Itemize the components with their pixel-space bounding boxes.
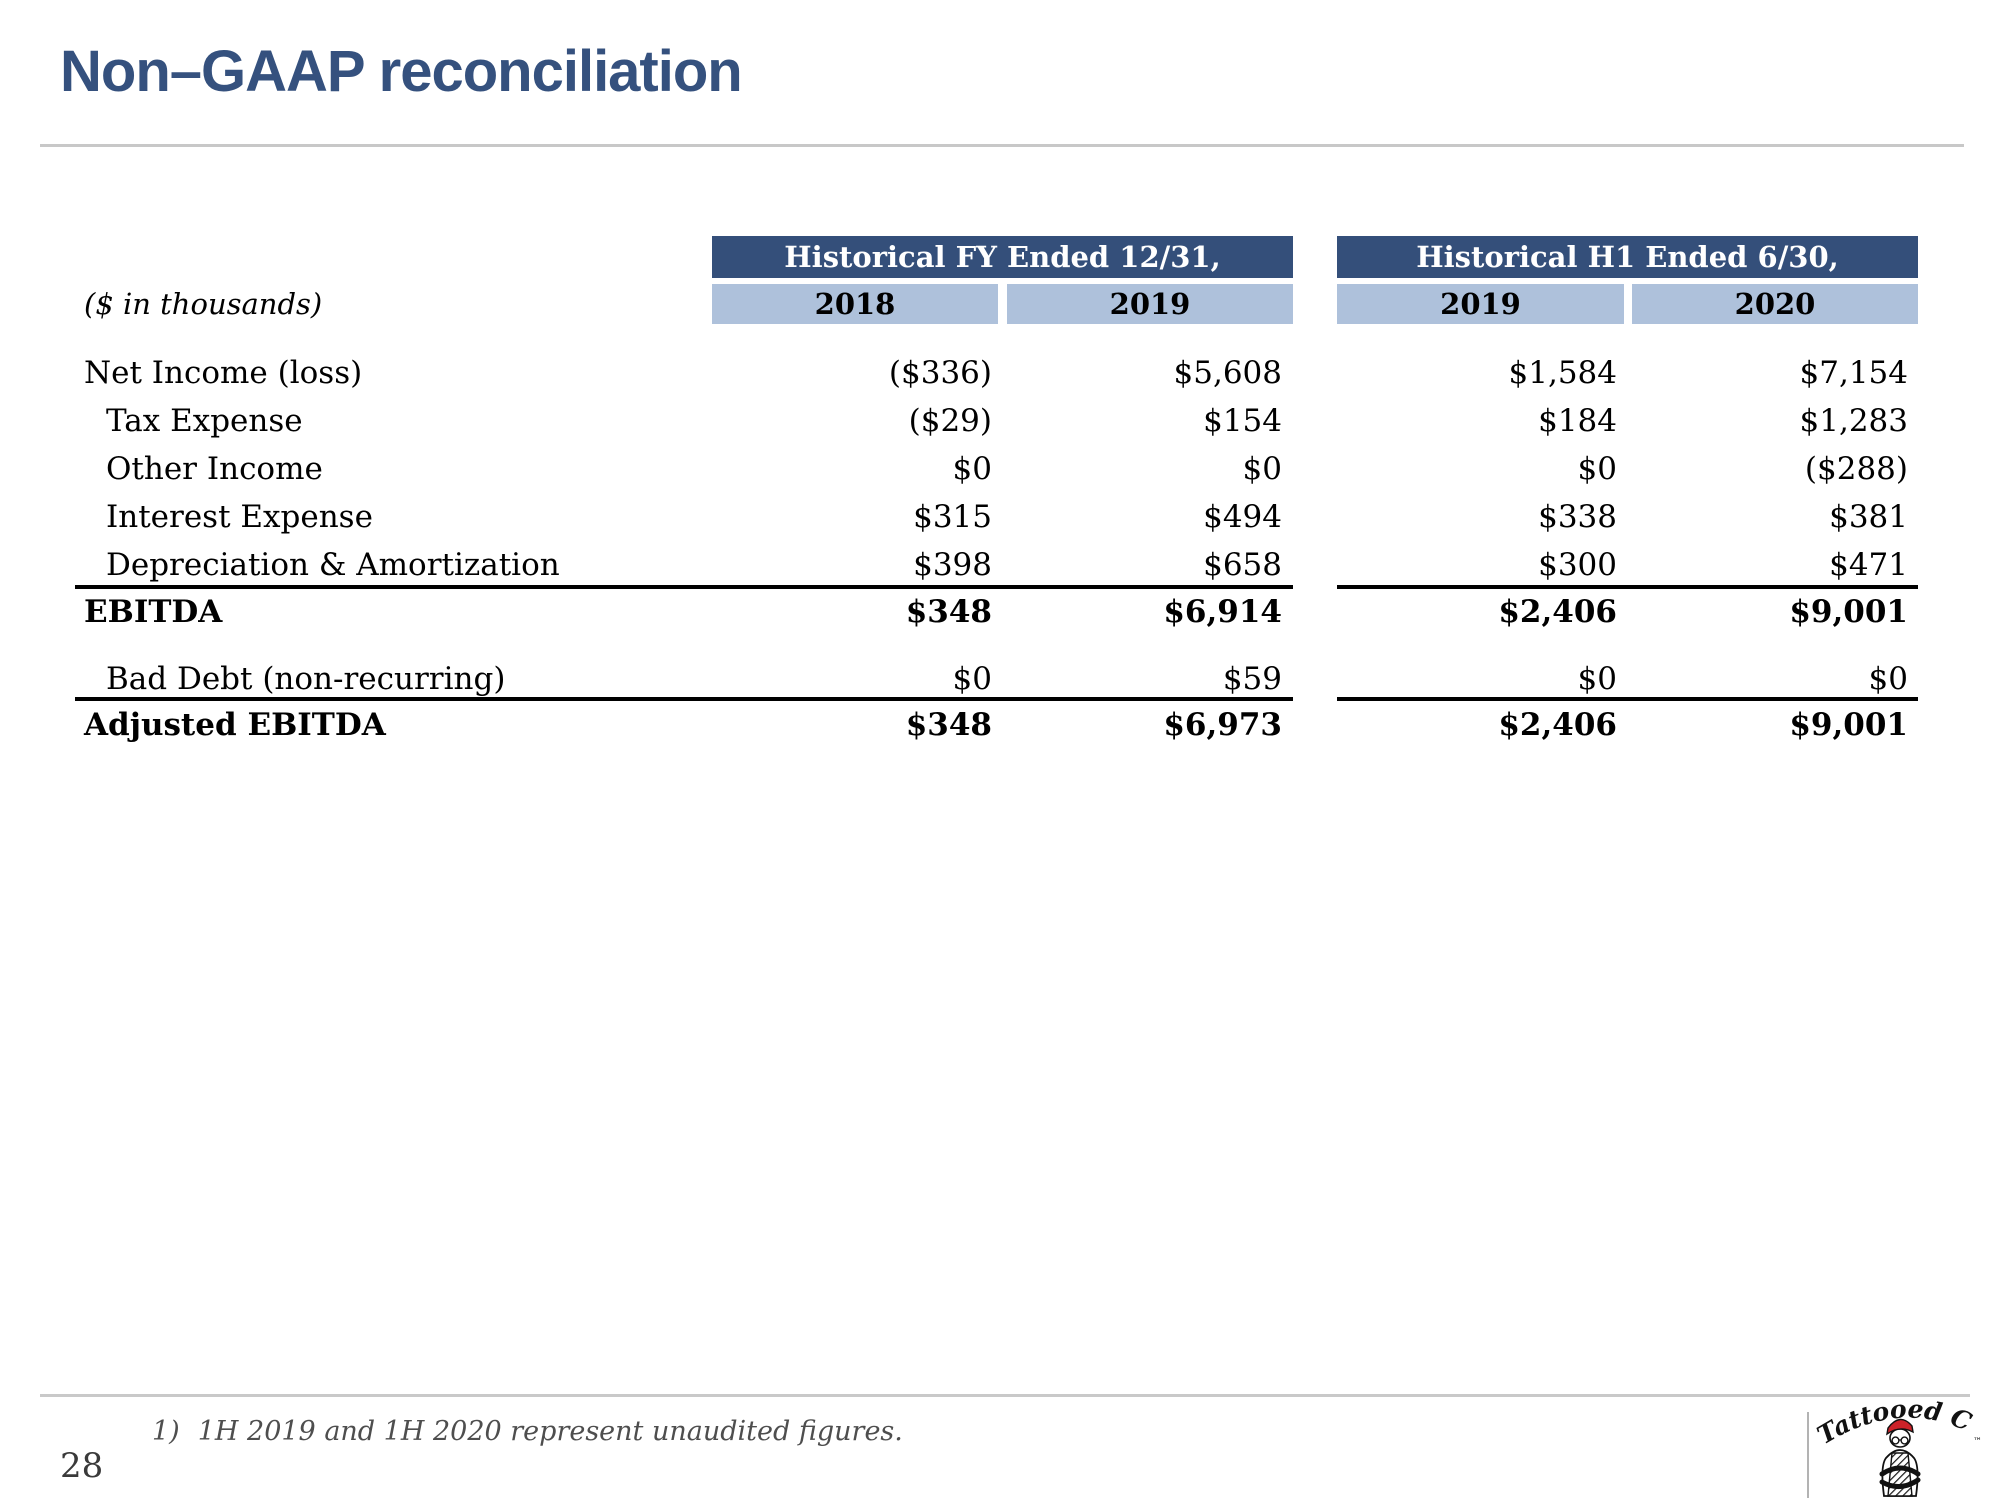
row-label: Adjusted EBITDA <box>84 707 386 743</box>
cell-value: ($336) <box>888 355 992 391</box>
table-row-depreciation-amortization: Depreciation & Amortization $398 $658 $3… <box>75 541 1918 589</box>
table-row-ebitda: EBITDA $348 $6,914 $2,406 $9,001 <box>75 588 1918 636</box>
table-row-net-income: Net Income (loss) ($336) $5,608 $1,584 $… <box>75 349 1918 397</box>
cell-value: $2,406 <box>1498 594 1617 630</box>
tattooed-chef-logo: Tattooed Chef ™ <box>1816 1398 1982 1497</box>
row-label: Interest Expense <box>106 499 373 535</box>
cell-value: $1,283 <box>1799 403 1908 439</box>
chef-illustration <box>1879 1418 1921 1497</box>
column-header-h1-2020: 2020 <box>1632 284 1918 324</box>
cell-value: $471 <box>1829 547 1908 583</box>
row-label: Tax Expense <box>106 403 303 439</box>
column-header-h1-2019: 2019 <box>1337 284 1624 324</box>
chef-apron <box>1887 1452 1913 1497</box>
sum-rule <box>1337 585 1918 589</box>
cell-value: $0 <box>1242 451 1282 487</box>
cell-value: $6,973 <box>1163 707 1282 743</box>
cell-value: $0 <box>952 451 992 487</box>
row-label: Net Income (loss) <box>84 355 363 391</box>
table-row-other-income: Other Income $0 $0 $0 ($288) <box>75 445 1918 493</box>
cell-value: $59 <box>1222 661 1282 697</box>
table-row-tax-expense: Tax Expense ($29) $154 $184 $1,283 <box>75 397 1918 445</box>
cell-value: $300 <box>1538 547 1617 583</box>
title-divider <box>40 144 1964 147</box>
cell-value: $658 <box>1203 547 1282 583</box>
chef-arm-right <box>1879 1477 1921 1489</box>
cell-value: $0 <box>1868 661 1908 697</box>
footnote-text: 1H 2019 and 1H 2020 represent unaudited … <box>197 1416 903 1447</box>
page-number: 28 <box>60 1446 104 1486</box>
cell-value: $348 <box>905 594 992 630</box>
footnote-marker: 1) <box>152 1416 180 1447</box>
cell-value: $494 <box>1203 499 1282 535</box>
cell-value: $7,154 <box>1799 355 1908 391</box>
sum-rule <box>75 697 1293 701</box>
cell-value: $315 <box>913 499 992 535</box>
cell-value: $398 <box>913 547 992 583</box>
table-row-bad-debt: Bad Debt (non-recurring) $0 $59 $0 $0 <box>75 655 1918 703</box>
cell-value: ($29) <box>908 403 992 439</box>
row-label: Bad Debt (non-recurring) <box>106 661 506 697</box>
page-title: Non–GAAP reconciliation <box>60 39 743 104</box>
footnote: 1) 1H 2019 and 1H 2020 represent unaudite… <box>152 1416 903 1447</box>
footer-divider <box>40 1394 1970 1397</box>
cell-value: $1,584 <box>1508 355 1617 391</box>
cell-value: $6,914 <box>1163 594 1282 630</box>
cell-value: $5,608 <box>1173 355 1282 391</box>
table-row-interest-expense: Interest Expense $315 $494 $338 $381 <box>75 493 1918 541</box>
column-header-fy-2019: 2019 <box>1007 284 1293 324</box>
group-header-historical-h1: Historical H1 Ended 6/30, <box>1337 236 1918 278</box>
cell-value: $381 <box>1829 499 1908 535</box>
cell-value: $9,001 <box>1789 707 1908 743</box>
sum-rule <box>1337 697 1918 701</box>
row-label: EBITDA <box>84 594 223 630</box>
cell-value: $0 <box>1577 661 1617 697</box>
group-header-historical-fy: Historical FY Ended 12/31, <box>712 236 1293 278</box>
row-label: Other Income <box>106 451 323 487</box>
cell-value: $154 <box>1203 403 1282 439</box>
cell-value: ($288) <box>1804 451 1908 487</box>
cell-value: $0 <box>952 661 992 697</box>
chef-arm-left <box>1879 1465 1921 1477</box>
chef-beanie <box>1886 1418 1914 1436</box>
cell-value: $2,406 <box>1498 707 1617 743</box>
cell-value: $184 <box>1538 403 1617 439</box>
row-label: Depreciation & Amortization <box>106 547 560 583</box>
sum-rule <box>75 585 1293 589</box>
cell-value: $338 <box>1538 499 1617 535</box>
cell-value: $348 <box>905 707 992 743</box>
cell-value: $0 <box>1577 451 1617 487</box>
cell-value: $9,001 <box>1789 594 1908 630</box>
table-row-adjusted-ebitda: Adjusted EBITDA $348 $6,973 $2,406 $9,00… <box>75 701 1918 749</box>
trademark-symbol: ™ <box>1973 1437 1982 1447</box>
units-label: ($ in thousands) <box>84 287 323 321</box>
logo-divider <box>1807 1412 1809 1498</box>
column-header-fy-2018: 2018 <box>712 284 998 324</box>
